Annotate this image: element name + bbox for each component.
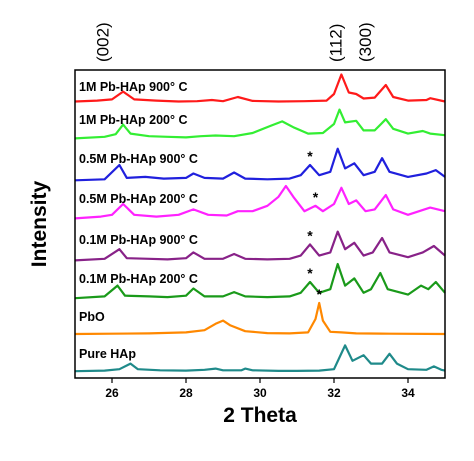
x-tick-label: 32 [327,386,341,400]
peak-star: * [307,227,313,243]
series-label: 1M Pb-HAp 900° C [79,80,188,94]
series-label: 1M Pb-HAp 200° C [79,113,188,127]
series-label: 0.5M Pb-HAp 200° C [79,192,198,206]
peak-index-label: (112) [326,24,345,62]
peak-labels: (002) (112) (300) [93,22,375,62]
series-line [74,301,446,336]
peak-index-label: (002) [93,22,112,62]
series-line [74,230,446,262]
series-label: Pure HAp [79,347,136,361]
series-line [74,184,446,220]
series-line [74,262,446,300]
series-label: 0.1M Pb-HAp 900° C [79,233,198,247]
peak-index-label: (300) [356,22,375,62]
series-line [74,344,446,373]
peak-stars: ***** [307,148,322,302]
series-line [74,147,446,182]
peak-star: * [307,148,313,164]
x-axis-title: 2 Theta [223,404,297,427]
series-label: 0.5M Pb-HAp 900° C [79,152,198,166]
series-label: 0.1M Pb-HAp 200° C [79,272,198,286]
series-line [74,73,446,103]
y-axis-title: Intensity [28,181,51,268]
series-curves [74,73,446,373]
series-line [74,108,446,140]
peak-star: * [313,189,319,205]
x-tick-label: 26 [105,386,119,400]
x-tick-label: 28 [179,386,193,400]
x-axis-ticks: 26 28 30 32 34 [105,378,415,400]
x-tick-label: 30 [253,386,267,400]
peak-star: * [316,286,322,302]
peak-star: * [307,265,313,281]
series-label: PbO [79,310,105,324]
x-tick-label: 34 [401,386,415,400]
series-labels: 1M Pb-HAp 900° C 1M Pb-HAp 200° C 0.5M Pb-… [79,80,198,361]
